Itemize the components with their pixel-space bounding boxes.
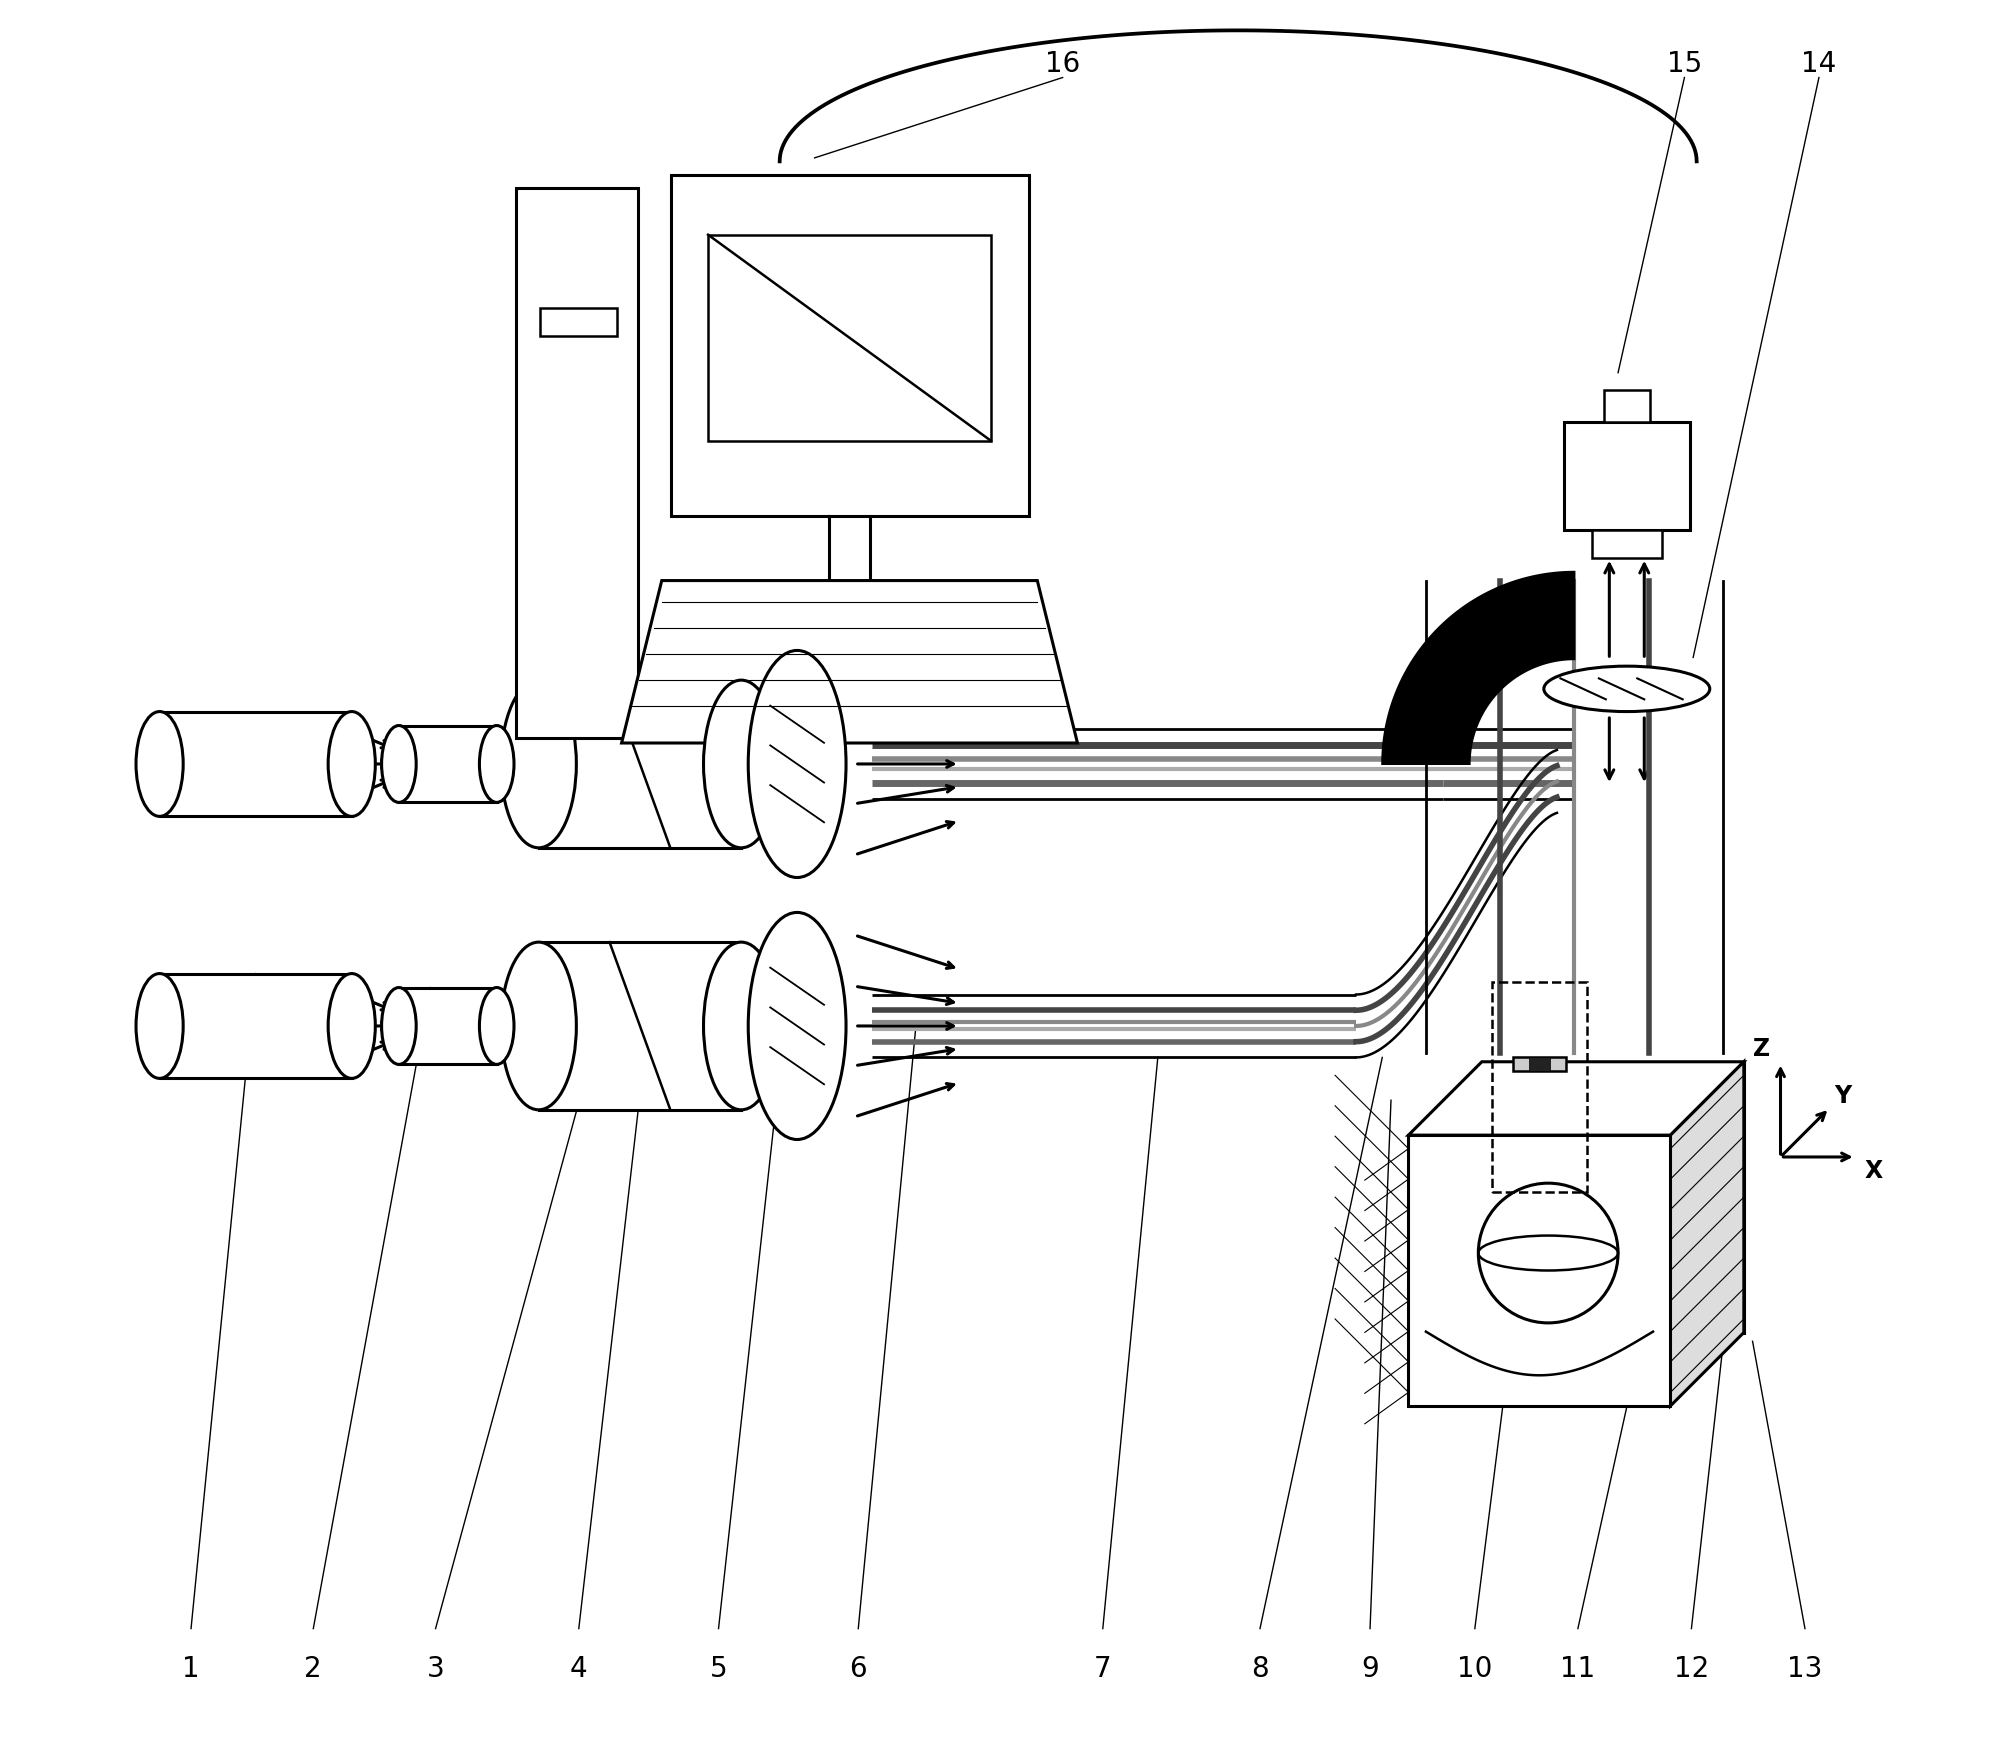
Bar bbox=[160, 711, 351, 816]
Ellipse shape bbox=[748, 913, 846, 1139]
Bar bbox=[539, 942, 741, 1109]
Bar bbox=[709, 235, 990, 441]
Circle shape bbox=[1479, 1183, 1619, 1323]
Bar bbox=[539, 681, 741, 848]
Bar bbox=[1565, 421, 1691, 530]
Text: 6: 6 bbox=[850, 1655, 866, 1683]
Bar bbox=[399, 988, 497, 1064]
Ellipse shape bbox=[381, 725, 417, 802]
Bar bbox=[399, 725, 497, 802]
Text: 15: 15 bbox=[1667, 49, 1703, 77]
Text: X: X bbox=[1864, 1158, 1882, 1183]
Text: Y: Y bbox=[1834, 1085, 1852, 1107]
Bar bbox=[1529, 1057, 1551, 1071]
Ellipse shape bbox=[327, 974, 375, 1078]
Polygon shape bbox=[1409, 1062, 1745, 1135]
Ellipse shape bbox=[501, 942, 577, 1109]
Text: 11: 11 bbox=[1561, 1655, 1595, 1683]
Text: Z: Z bbox=[1752, 1037, 1770, 1060]
Bar bbox=[1513, 1057, 1565, 1071]
Ellipse shape bbox=[327, 711, 375, 816]
Polygon shape bbox=[1383, 572, 1575, 763]
Ellipse shape bbox=[479, 988, 515, 1064]
Text: 10: 10 bbox=[1457, 1655, 1493, 1683]
Text: 1: 1 bbox=[182, 1655, 200, 1683]
Text: 8: 8 bbox=[1251, 1655, 1269, 1683]
Ellipse shape bbox=[381, 988, 417, 1064]
Text: 12: 12 bbox=[1675, 1655, 1709, 1683]
Text: 16: 16 bbox=[1046, 49, 1080, 77]
Polygon shape bbox=[621, 581, 1078, 742]
Text: 3: 3 bbox=[427, 1655, 445, 1683]
Ellipse shape bbox=[136, 974, 184, 1078]
Bar bbox=[1593, 530, 1663, 558]
Text: 14: 14 bbox=[1800, 49, 1836, 77]
Ellipse shape bbox=[748, 651, 846, 878]
Ellipse shape bbox=[479, 725, 515, 802]
Polygon shape bbox=[1671, 1062, 1745, 1406]
Text: 4: 4 bbox=[571, 1655, 587, 1683]
Bar bbox=[515, 188, 639, 737]
Text: 5: 5 bbox=[711, 1655, 727, 1683]
Ellipse shape bbox=[703, 681, 778, 848]
Ellipse shape bbox=[136, 711, 184, 816]
Bar bbox=[671, 176, 1028, 516]
Ellipse shape bbox=[501, 681, 577, 848]
Text: 2: 2 bbox=[305, 1655, 321, 1683]
Text: 7: 7 bbox=[1094, 1655, 1112, 1683]
Bar bbox=[541, 309, 617, 335]
Bar bbox=[160, 974, 351, 1078]
Bar bbox=[1605, 390, 1649, 421]
Ellipse shape bbox=[1543, 667, 1711, 711]
Bar bbox=[1409, 1135, 1671, 1406]
Ellipse shape bbox=[703, 942, 778, 1109]
Bar bbox=[1493, 983, 1587, 1192]
Text: 9: 9 bbox=[1361, 1655, 1379, 1683]
Text: 13: 13 bbox=[1786, 1655, 1822, 1683]
